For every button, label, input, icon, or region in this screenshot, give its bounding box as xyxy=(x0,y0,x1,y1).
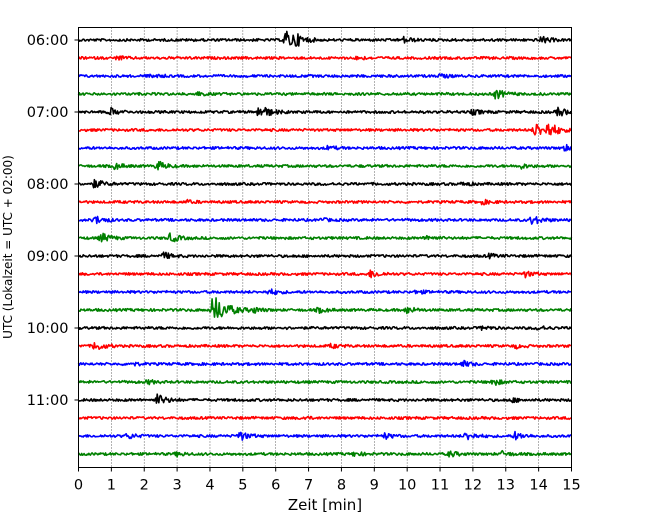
seismogram-trace xyxy=(78,342,572,351)
y-tick-label: 07:00 xyxy=(27,105,69,121)
x-axis-label: Zeit [min] xyxy=(288,496,362,514)
seismogram-trace xyxy=(77,325,572,331)
x-tick-label: 4 xyxy=(205,478,214,494)
y-tick-label: 06:00 xyxy=(27,33,69,49)
vertical-gridlines xyxy=(111,27,539,468)
seismogram-trace xyxy=(78,106,573,117)
seismogram-trace xyxy=(78,215,573,225)
seismogram-trace xyxy=(78,232,573,243)
seismogram-trace xyxy=(77,430,573,441)
seismogram-trace xyxy=(77,89,572,100)
y-tick-label: 08:00 xyxy=(27,177,69,193)
x-tick-label: 8 xyxy=(337,478,346,494)
x-tick-label: 0 xyxy=(74,478,83,494)
y-tick-label: 09:00 xyxy=(27,249,69,265)
seismogram-trace xyxy=(77,359,572,368)
y-axis-label: UTC (Lokalzeit = UTC + 02:00) xyxy=(1,155,15,339)
x-tick-label: 3 xyxy=(172,478,181,494)
seismogram-trace xyxy=(77,198,573,206)
seismogram-trace xyxy=(78,251,573,260)
x-tick-label: 1 xyxy=(107,478,116,494)
x-tick-label: 7 xyxy=(304,478,313,494)
y-tick-label: 10:00 xyxy=(27,321,69,337)
seismogram-trace xyxy=(78,143,573,152)
seismogram-trace xyxy=(77,379,572,386)
seismogram-trace xyxy=(78,288,572,296)
seismogram-trace xyxy=(78,393,573,404)
seismogram-trace xyxy=(78,123,572,136)
x-tick-label: 14 xyxy=(529,478,547,494)
seismogram-trace xyxy=(77,449,573,458)
trace-group xyxy=(77,30,573,458)
seismogram-trace xyxy=(78,415,573,421)
x-tick-label: 12 xyxy=(464,478,482,494)
x-tick-label: 11 xyxy=(431,478,449,494)
x-tick-label: 15 xyxy=(562,478,580,494)
seismogram-trace xyxy=(78,297,573,318)
x-tick-label: 9 xyxy=(370,478,379,494)
x-tick-label: 10 xyxy=(398,478,416,494)
x-axis: 0 1 2 3 4 5 6 7 8 9 10 11 12 13 14 15 xyxy=(74,467,581,494)
seismogram-trace xyxy=(78,160,573,171)
x-tick-label: 2 xyxy=(140,478,149,494)
y-tick-label: 11:00 xyxy=(27,393,69,409)
seismogram-trace xyxy=(77,55,572,61)
y-axis: 06:00 07:00 08:00 09:00 10:00 11:00 xyxy=(27,33,79,409)
x-tick-label: 5 xyxy=(238,478,247,494)
seismogram-trace xyxy=(78,269,573,279)
plot-frame xyxy=(78,27,572,468)
x-tick-label: 6 xyxy=(271,478,280,494)
seismogram-trace xyxy=(77,30,573,47)
seismogram-trace xyxy=(78,73,572,79)
x-tick-label: 13 xyxy=(497,478,515,494)
seismogram-trace xyxy=(78,178,573,189)
